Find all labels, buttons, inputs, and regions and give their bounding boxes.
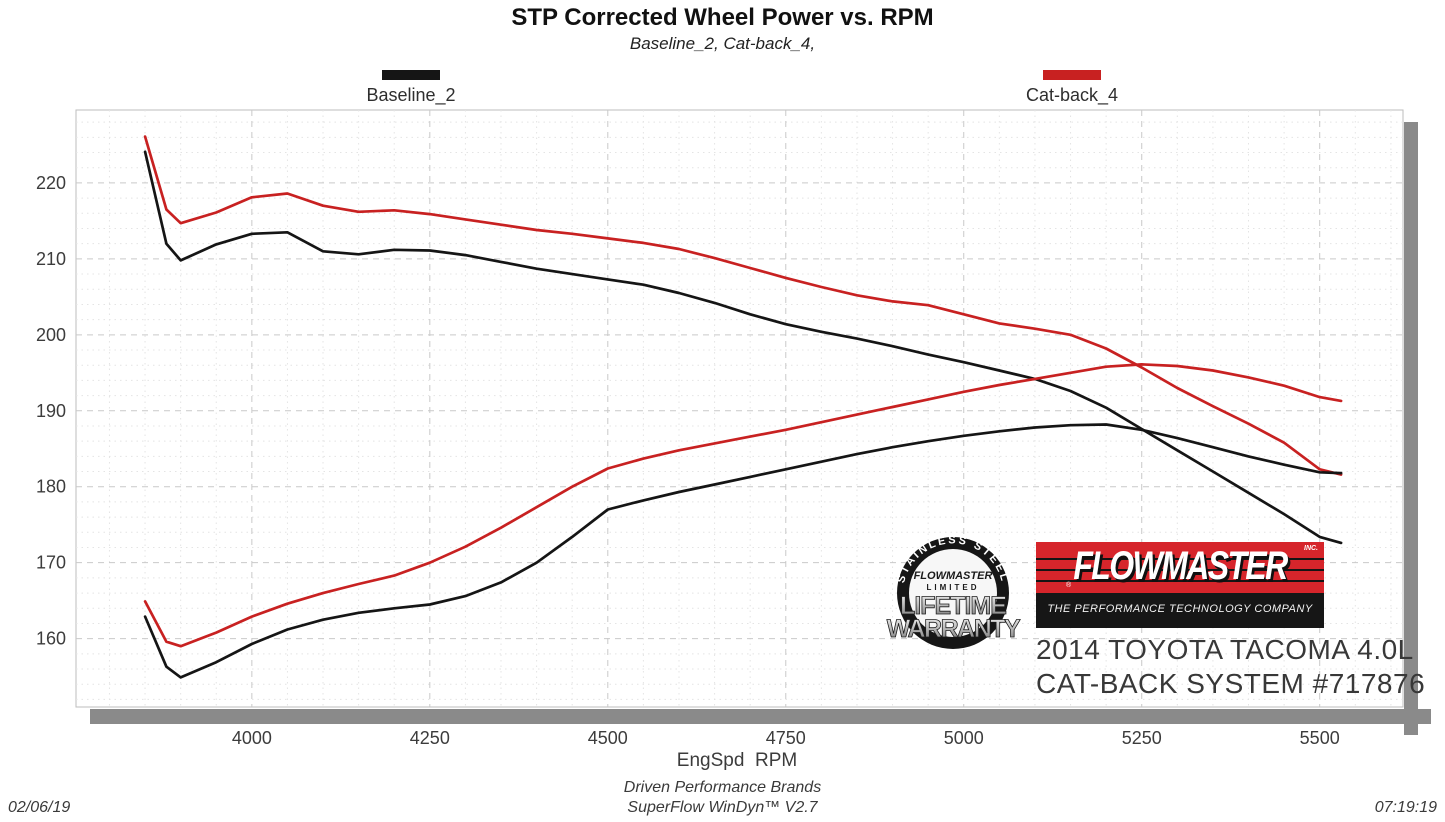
flowmaster-tagline: THE PERFORMANCE TECHNOLOGY COMPANY <box>1047 603 1313 615</box>
badge-limited-text: LIMITED <box>927 583 980 592</box>
plot-shadow-bottom <box>90 709 1431 724</box>
chart-subtitle: Baseline_2, Cat-back_4, <box>629 34 816 53</box>
vehicle-description-line2: CAT-BACK SYSTEM #717876 <box>1036 668 1426 699</box>
x-tick-label: 5500 <box>1300 728 1340 748</box>
footer-time: 07:19:19 <box>1374 799 1437 816</box>
legend-label-baseline: Baseline_2 <box>366 85 456 105</box>
logo-pinstripe <box>1036 580 1324 582</box>
badge-brand-text: FLOWMASTER <box>914 570 993 582</box>
chart-title: STP Corrected Wheel Power vs. RPM <box>511 4 934 31</box>
x-tick-label: 4500 <box>588 728 628 748</box>
y-tick-label: 170 <box>36 553 66 573</box>
y-tick-label: 200 <box>36 325 66 345</box>
badge-lifetime-text: LIFETIME <box>900 592 1006 620</box>
footer-software-text: SuperFlow WinDyn™ V2.7 <box>627 799 818 816</box>
flowmaster-logo-red-field: FLOWMASTER INC. ® <box>1036 542 1324 593</box>
badge-warranty-text: WARRANTY <box>887 615 1021 643</box>
x-tick-label: 4250 <box>410 728 450 748</box>
y-tick-label: 190 <box>36 401 66 421</box>
logo-pinstripe <box>1036 558 1324 560</box>
x-tick-label: 5000 <box>944 728 984 748</box>
x-tick-label: 4750 <box>766 728 806 748</box>
y-tick-label: 160 <box>36 629 66 649</box>
y-tick-label: 210 <box>36 249 66 269</box>
badge-face <box>909 549 997 637</box>
curve-1-catback <box>143 135 1343 476</box>
legend-item-baseline: Baseline_2 <box>341 70 481 106</box>
x-tick-label: 4000 <box>232 728 272 748</box>
legend-item-catback: Cat-back_4 <box>1002 70 1142 106</box>
legend-label-catback: Cat-back_4 <box>1025 85 1119 105</box>
footer-date: 02/06/19 <box>8 799 71 816</box>
flowmaster-logo: FLOWMASTER INC. ® THE PERFORMANCE TECHNO… <box>1036 542 1324 628</box>
plot-shadow-right <box>1404 122 1418 735</box>
flowmaster-inc-text: INC. <box>1304 545 1318 552</box>
logo-pinstripe <box>1036 569 1324 571</box>
lifetime-warranty-badge: STAINLESS STEEL FLOWMASTER LIMITED LIFET… <box>886 534 1023 649</box>
x-tick-label: 5250 <box>1122 728 1162 748</box>
flowmaster-logo-black-band <box>1036 593 1324 628</box>
x-axis-label: EngSpd RPM <box>676 750 798 771</box>
curve-3-catback <box>143 363 1343 648</box>
flowmaster-wordmark: FLOWMASTER <box>1073 544 1288 588</box>
registered-mark: ® <box>1066 582 1072 589</box>
y-tick-label: 180 <box>36 477 66 497</box>
footer-brand-text: Driven Performance Brands <box>623 779 822 796</box>
legend-swatch-catback <box>1043 70 1101 80</box>
curve-2-baseline <box>143 423 1343 679</box>
vehicle-description-line1: 2014 TOYOTA TACOMA 4.0L <box>1036 634 1414 665</box>
y-tick-label: 220 <box>36 173 66 193</box>
legend-swatch-baseline <box>382 70 440 80</box>
